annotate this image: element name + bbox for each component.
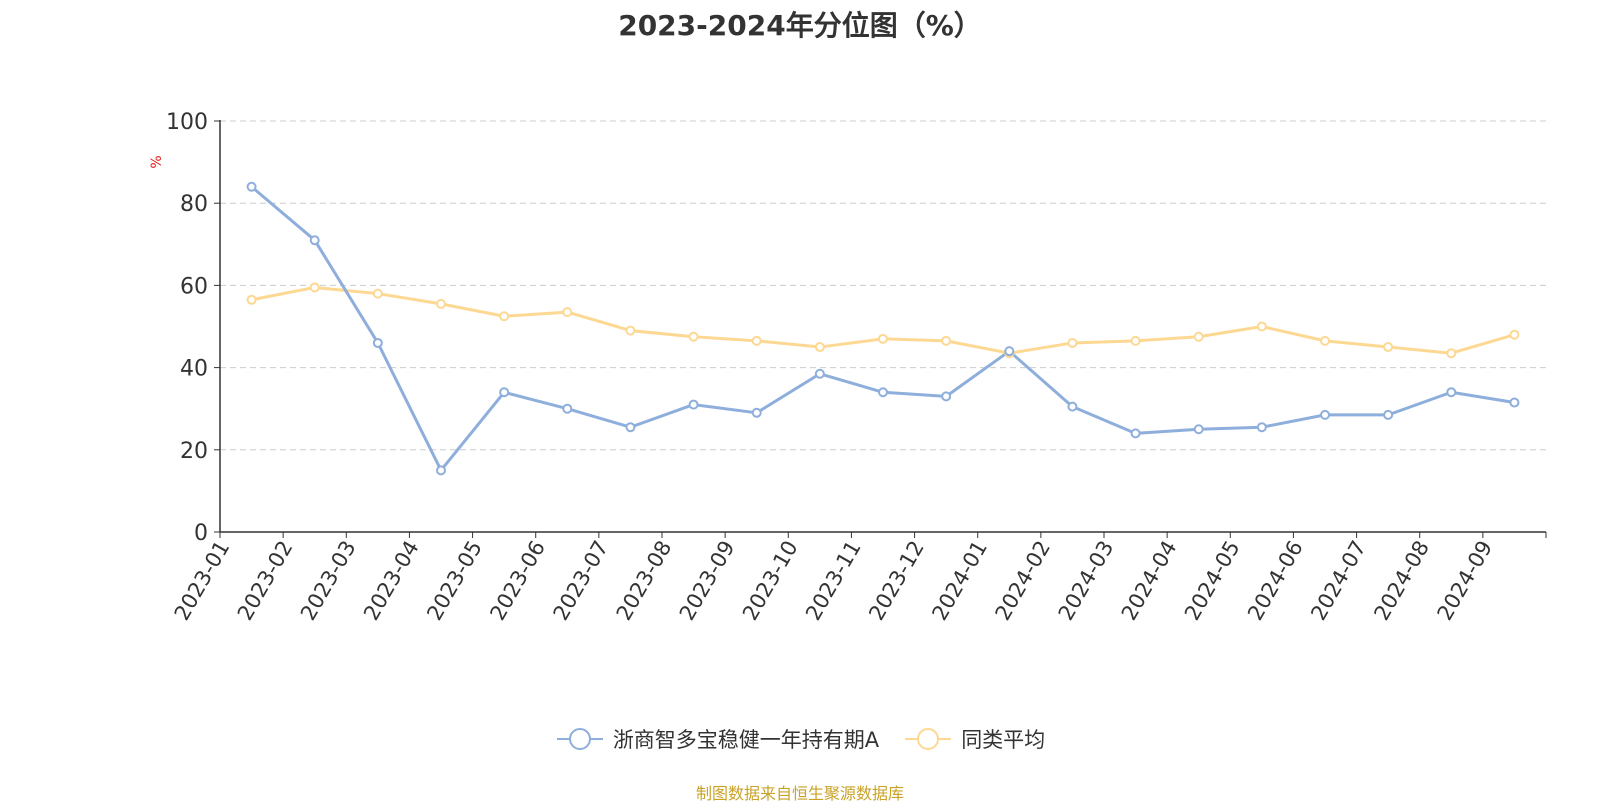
data-point-fund <box>562 403 573 414</box>
data-point-fund <box>878 387 888 398</box>
legend-marker-average <box>905 728 952 750</box>
x-tick-label: 2023-02 <box>233 537 298 625</box>
data-point-average <box>499 311 510 322</box>
data-point-fund <box>1383 409 1394 420</box>
data-point-average <box>625 325 636 336</box>
data-point-fund <box>436 465 446 476</box>
x-tick-label: 2024-07 <box>1306 537 1371 625</box>
data-point-fund <box>625 422 636 433</box>
x-tick-label: 2024-02 <box>991 537 1056 625</box>
data-point-fund <box>499 387 510 398</box>
data-point-average <box>814 342 825 353</box>
y-tick-label: 20 <box>180 439 208 464</box>
data-point-average <box>941 335 952 346</box>
x-tick-label: 2023-10 <box>738 537 803 625</box>
data-point-average <box>1446 348 1457 359</box>
data-point-fund <box>688 399 699 410</box>
data-point-average <box>751 335 762 346</box>
data-point-fund <box>1067 401 1078 412</box>
y-axis-unit: % <box>149 155 165 168</box>
x-tick-label: 2023-01 <box>170 537 235 625</box>
data-source-note: 制图数据来自恒生聚源数据库 <box>695 784 904 803</box>
data-point-fund <box>309 235 320 246</box>
data-point-average <box>688 331 699 342</box>
x-tick-label: 2024-09 <box>1433 537 1498 625</box>
x-tick-label: 2024-06 <box>1243 537 1308 625</box>
x-tick-label: 2024-01 <box>927 537 992 625</box>
x-tick-label: 2023-09 <box>675 537 740 625</box>
data-point-fund <box>1004 346 1015 357</box>
data-point-average <box>246 294 257 305</box>
x-tick-label: 2024-05 <box>1180 537 1245 625</box>
legend-item-average[interactable]: 同类平均 <box>903 724 1045 754</box>
data-point-fund <box>1320 409 1330 420</box>
data-point-fund <box>246 181 257 192</box>
data-point-fund <box>814 368 825 379</box>
data-point-fund <box>372 337 383 348</box>
data-point-average <box>1067 337 1078 348</box>
x-tick-label: 2024-03 <box>1054 537 1119 625</box>
y-tick-label: 40 <box>180 357 208 382</box>
data-point-fund <box>751 407 762 418</box>
data-point-average <box>372 288 383 299</box>
data-point-average <box>878 333 888 344</box>
x-tick-label: 2023-06 <box>485 537 550 625</box>
data-point-average <box>1193 331 1204 342</box>
x-tick-label: 2023-04 <box>359 537 424 625</box>
x-tick-label: 2023-11 <box>801 537 866 625</box>
data-point-fund <box>1130 428 1141 439</box>
y-tick-label: 60 <box>180 274 208 299</box>
data-point-average <box>1256 321 1267 332</box>
legend: 浙商智多宝稳健一年持有期A 同类平均 <box>0 724 1600 754</box>
data-point-fund <box>941 391 952 402</box>
x-tick-label: 2023-05 <box>422 537 487 625</box>
y-tick-label: 0 <box>194 521 208 546</box>
series-line-fund <box>250 185 1516 472</box>
data-point-fund <box>1509 397 1520 408</box>
x-tick-label: 2024-08 <box>1369 537 1434 625</box>
x-tick-label: 2023-03 <box>296 537 361 625</box>
data-point-fund <box>1446 387 1457 398</box>
chart-title: 2023-2024年分位图（%） <box>618 9 982 42</box>
x-tick-label: 2023-07 <box>549 537 614 625</box>
legend-label-fund: 浙商智多宝稳健一年持有期A <box>612 728 880 752</box>
line-chart: 020406080100%2023-012023-022023-032023-0… <box>149 110 1547 625</box>
x-tick-label: 2023-08 <box>612 537 677 625</box>
y-tick-label: 100 <box>166 110 208 135</box>
legend-marker-fund <box>556 728 603 750</box>
data-point-average <box>1130 335 1141 346</box>
data-point-average <box>309 282 320 293</box>
data-point-fund <box>1193 424 1204 435</box>
data-point-average <box>1509 329 1520 340</box>
data-point-average <box>436 298 446 309</box>
data-point-average <box>1320 335 1330 346</box>
y-tick-label: 80 <box>180 192 208 217</box>
legend-item-fund[interactable]: 浙商智多宝稳健一年持有期A <box>555 724 879 754</box>
x-tick-label: 2023-12 <box>864 537 929 625</box>
legend-label-average: 同类平均 <box>961 728 1046 752</box>
data-point-average <box>1383 342 1394 353</box>
x-tick-label: 2024-04 <box>1117 537 1182 625</box>
data-point-average <box>562 307 573 318</box>
data-point-fund <box>1256 422 1267 433</box>
